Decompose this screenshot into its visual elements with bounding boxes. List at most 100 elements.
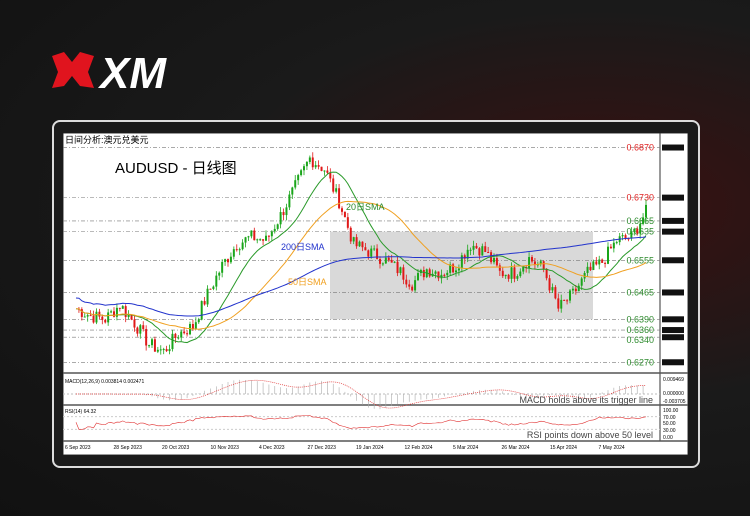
- sma200-label: 200日SMA: [281, 242, 325, 252]
- candle-body: [203, 301, 206, 305]
- date-tick: 7 May 2024: [599, 445, 625, 451]
- candle-body: [227, 259, 229, 263]
- candle-body: [311, 157, 314, 168]
- candle-body: [408, 284, 411, 287]
- candle-body: [265, 235, 267, 241]
- level-label: 0.6340: [626, 335, 654, 345]
- candle-body: [352, 237, 355, 242]
- price-tag: [662, 289, 684, 296]
- candle-body: [580, 278, 583, 286]
- candle-body: [384, 257, 387, 264]
- candle-body: [238, 249, 241, 251]
- candle-body: [153, 339, 156, 352]
- candle-body: [399, 267, 402, 274]
- rsi-tick: 100.00: [663, 408, 679, 414]
- candle-body: [229, 256, 232, 263]
- candle-body: [113, 311, 115, 317]
- date-tick: 4 Dec 2023: [259, 445, 285, 451]
- candle-body: [145, 329, 148, 346]
- level-label: 0.6730: [626, 193, 654, 203]
- candle-body: [250, 230, 253, 237]
- candle-body: [241, 242, 244, 250]
- candle-body: [206, 288, 209, 305]
- candle-body: [645, 204, 647, 218]
- sma200-line: [75, 236, 647, 317]
- candle-body: [218, 272, 221, 276]
- rsi-line: [75, 415, 647, 430]
- candle-body: [121, 306, 124, 309]
- svg-text:XM: XM: [97, 49, 167, 92]
- candle-body: [303, 166, 305, 171]
- candle-body: [478, 248, 481, 256]
- date-tick: 15 Apr 2024: [550, 445, 577, 451]
- candle-body: [294, 180, 297, 188]
- candle-body: [326, 170, 329, 173]
- candle-body: [607, 246, 609, 264]
- level-label: 0.6465: [626, 287, 654, 297]
- price-tag: [662, 316, 684, 323]
- date-tick: 20 Oct 2023: [162, 445, 189, 451]
- candle-body: [186, 333, 189, 335]
- candle-body: [177, 337, 180, 339]
- chart-title: AUDUSD - 日线图: [115, 160, 237, 177]
- candle-body: [358, 241, 361, 247]
- candle-body: [481, 246, 484, 256]
- candle-body: [370, 248, 373, 257]
- candle-body: [180, 331, 183, 338]
- candle-body: [367, 250, 370, 257]
- date-tick: 26 Mar 2024: [502, 445, 530, 451]
- candle-body: [314, 165, 317, 168]
- candle-body: [364, 247, 367, 251]
- candle-body: [285, 207, 288, 216]
- candle-body: [171, 333, 174, 350]
- candle-body: [118, 307, 121, 309]
- candle-body: [531, 257, 533, 262]
- candle-body: [148, 345, 151, 347]
- candle-body: [107, 312, 110, 323]
- candle-body: [563, 299, 566, 301]
- candle-body: [381, 263, 384, 265]
- candle-body: [630, 231, 633, 239]
- candle-body: [89, 315, 92, 317]
- candle-body: [414, 280, 417, 291]
- price-tag: [662, 228, 684, 235]
- candle-body: [270, 231, 273, 237]
- candle-body: [449, 264, 452, 273]
- candle-body: [513, 267, 516, 279]
- xm-logo: XM: [52, 49, 167, 92]
- candle-body: [142, 325, 145, 330]
- price-chart: 日间分析:澳元兑美元 AUDUSD - 日线图 0.68700.67300.66…: [62, 132, 689, 456]
- chart-panel: 日间分析:澳元兑美元 AUDUSD - 日线图 0.6870 0.6730 0.66…: [62, 132, 689, 456]
- sma20-line: [75, 171, 647, 344]
- candle-body: [159, 349, 162, 351]
- chart-header: 日间分析:澳元兑美元: [65, 134, 149, 145]
- rsi-tick: 30.00: [663, 428, 676, 434]
- candle-body: [560, 299, 563, 309]
- candle-body: [604, 262, 607, 264]
- price-tag: [662, 334, 684, 341]
- candle-body: [539, 261, 542, 265]
- macd-tick: 0.009469: [663, 377, 684, 383]
- candle-body: [86, 315, 89, 317]
- candle-body: [174, 333, 177, 338]
- candle-body: [542, 261, 545, 269]
- candle-body: [189, 323, 191, 335]
- rsi-tick: 70.00: [663, 415, 676, 421]
- candle-body: [417, 273, 419, 281]
- candle-body: [379, 258, 381, 264]
- candle-body: [434, 271, 437, 274]
- candle-body: [323, 170, 326, 172]
- candle-body: [288, 194, 291, 208]
- candle-body: [519, 271, 522, 277]
- candle-body: [267, 235, 270, 237]
- candle-body: [95, 311, 98, 323]
- candle-body: [589, 266, 592, 270]
- macd-signal-line: [76, 379, 647, 409]
- candle-body: [320, 166, 323, 171]
- candle-body: [341, 208, 343, 212]
- rsi-tick: 0.00: [663, 435, 673, 441]
- candle-body: [621, 235, 624, 237]
- candle-body: [276, 224, 279, 229]
- candle-body: [501, 270, 504, 277]
- candle-body: [466, 249, 469, 259]
